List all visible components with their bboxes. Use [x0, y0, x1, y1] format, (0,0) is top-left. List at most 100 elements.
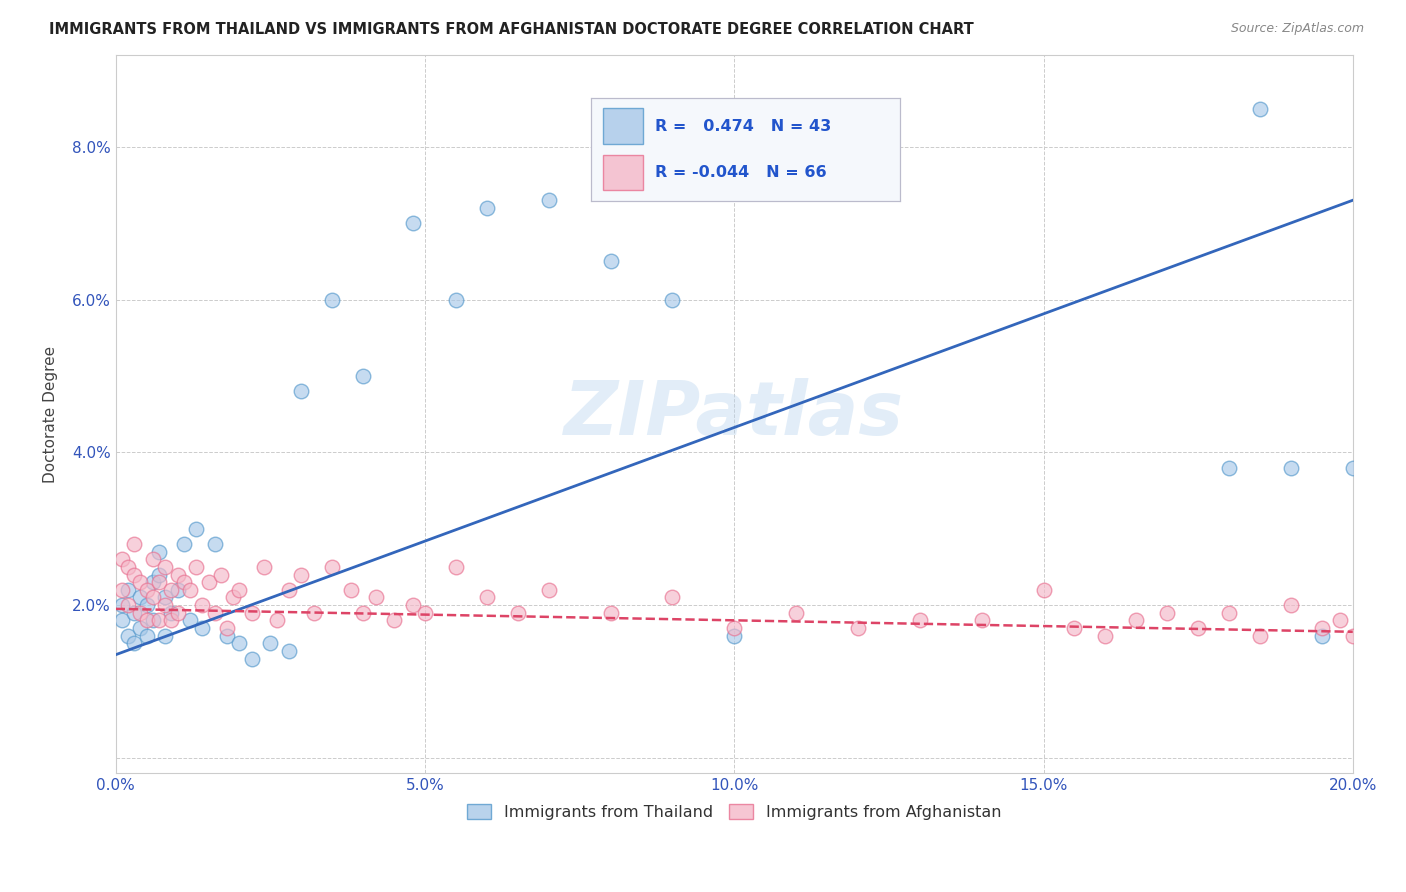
Point [444, 560, 467, 574]
Point [166, 567, 188, 582]
Point [1187, 621, 1209, 635]
Point [413, 606, 436, 620]
Point [222, 591, 245, 605]
Point [475, 201, 498, 215]
Point [290, 384, 312, 399]
Text: IMMIGRANTS FROM THAILAND VS IMMIGRANTS FROM AFGHANISTAN DOCTORATE DEGREE CORRELA: IMMIGRANTS FROM THAILAND VS IMMIGRANTS F… [49, 22, 974, 37]
Point [142, 613, 165, 627]
Point [111, 552, 134, 566]
Point [129, 621, 152, 635]
Point [259, 636, 281, 650]
Point [723, 621, 745, 635]
Point [599, 254, 621, 268]
Point [1310, 629, 1333, 643]
Point [160, 606, 183, 620]
Text: R = -0.044   N = 66: R = -0.044 N = 66 [655, 165, 827, 180]
Point [1125, 613, 1147, 627]
Point [186, 560, 208, 574]
Point [401, 598, 423, 612]
Point [217, 621, 239, 635]
Point [599, 606, 621, 620]
Point [321, 560, 343, 574]
Point [1094, 629, 1116, 643]
Point [197, 575, 219, 590]
Point [1310, 621, 1333, 635]
Point [846, 621, 869, 635]
Point [240, 606, 263, 620]
Point [111, 582, 134, 597]
Point [1341, 460, 1364, 475]
Point [160, 613, 183, 627]
Point [117, 598, 139, 612]
Point [785, 606, 807, 620]
Point [1249, 629, 1271, 643]
Point [253, 560, 276, 574]
Point [228, 636, 250, 650]
Point [506, 606, 529, 620]
Point [1279, 598, 1302, 612]
Point [155, 629, 177, 643]
Point [166, 606, 188, 620]
Point [135, 613, 157, 627]
Point [204, 537, 226, 551]
Legend: Immigrants from Thailand, Immigrants from Afghanistan: Immigrants from Thailand, Immigrants fro… [461, 797, 1008, 826]
Point [444, 293, 467, 307]
Point [209, 567, 232, 582]
Point [364, 591, 387, 605]
Point [661, 591, 683, 605]
Point [191, 621, 214, 635]
Point [124, 567, 146, 582]
Point [166, 582, 188, 597]
Point [173, 575, 195, 590]
Point [117, 560, 139, 574]
Point [1218, 606, 1240, 620]
Point [148, 613, 170, 627]
Point [148, 544, 170, 558]
Point [537, 194, 560, 208]
Point [1032, 582, 1054, 597]
Y-axis label: Doctorate Degree: Doctorate Degree [44, 345, 58, 483]
Point [339, 582, 361, 597]
Point [352, 368, 374, 383]
Point [191, 598, 214, 612]
Point [142, 575, 165, 590]
Point [228, 582, 250, 597]
Point [1329, 613, 1351, 627]
Point [155, 560, 177, 574]
Point [321, 293, 343, 307]
Point [179, 613, 201, 627]
Point [111, 613, 134, 627]
Text: Source: ZipAtlas.com: Source: ZipAtlas.com [1230, 22, 1364, 36]
Text: ZIPatlas: ZIPatlas [564, 377, 904, 450]
Point [266, 613, 288, 627]
Point [240, 651, 263, 665]
Point [382, 613, 405, 627]
Point [111, 598, 134, 612]
Point [124, 537, 146, 551]
Point [142, 552, 165, 566]
Point [173, 537, 195, 551]
Point [908, 613, 931, 627]
Point [302, 606, 325, 620]
Text: R =   0.474   N = 43: R = 0.474 N = 43 [655, 119, 832, 134]
Point [148, 567, 170, 582]
Point [124, 606, 146, 620]
Point [217, 629, 239, 643]
Point [186, 522, 208, 536]
Point [117, 629, 139, 643]
Point [204, 606, 226, 620]
Point [135, 629, 157, 643]
Point [1279, 460, 1302, 475]
Point [129, 575, 152, 590]
Point [475, 591, 498, 605]
Point [155, 598, 177, 612]
Bar [603, 108, 643, 145]
Bar [603, 154, 643, 190]
Point [537, 582, 560, 597]
Point [661, 293, 683, 307]
Point [970, 613, 993, 627]
Point [290, 567, 312, 582]
Point [155, 591, 177, 605]
Point [352, 606, 374, 620]
Point [277, 644, 299, 658]
